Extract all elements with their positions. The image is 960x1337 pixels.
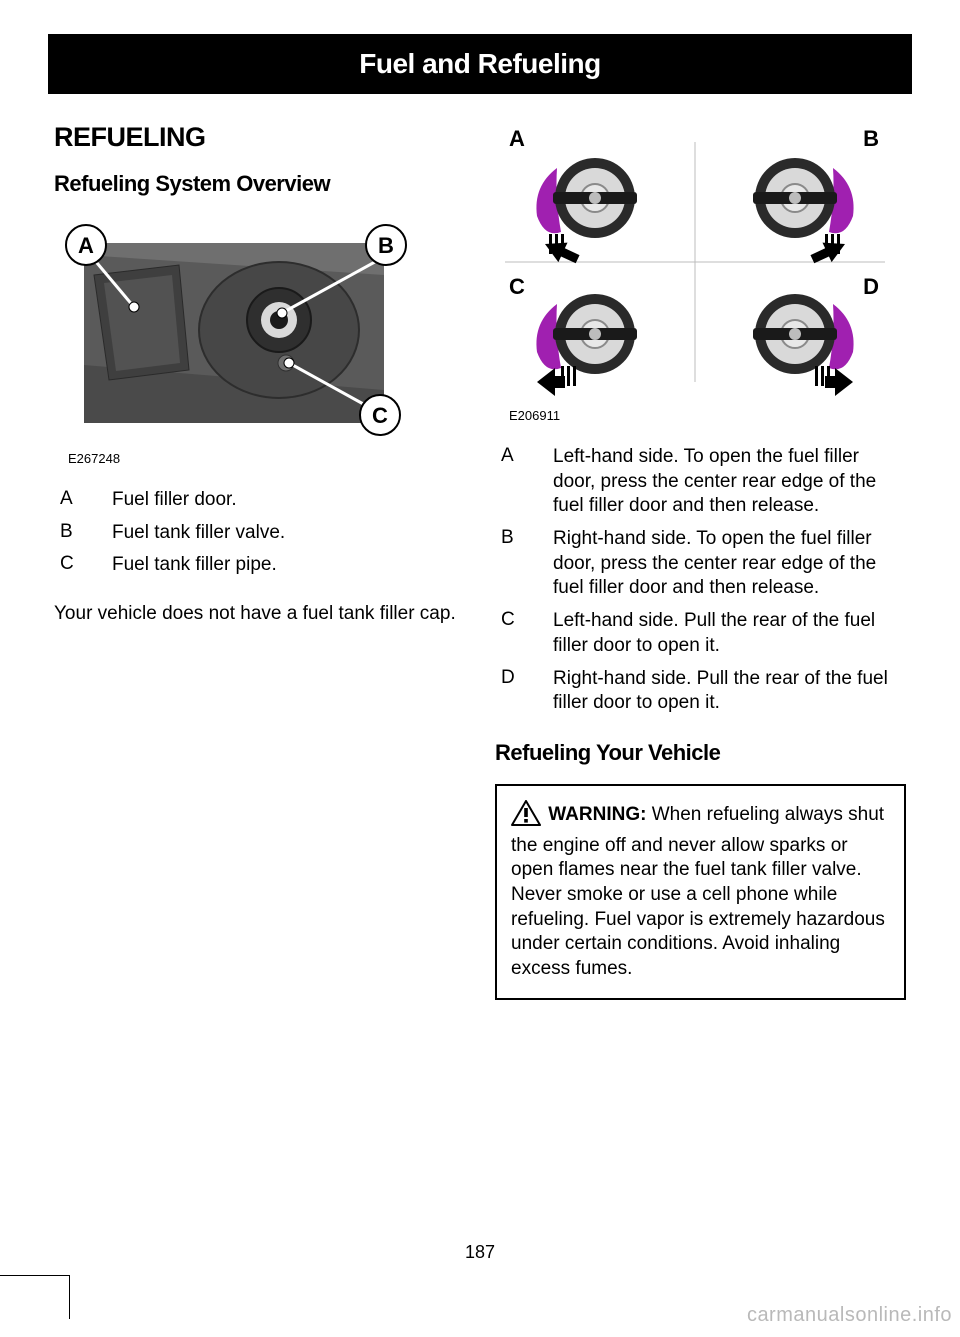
warning-text: WARNING: When refueling always shut the … xyxy=(511,800,890,982)
legend-row: C Fuel tank filler pipe. xyxy=(54,549,465,582)
legend-list-1: A Fuel filler door. B Fuel tank filler v… xyxy=(54,484,465,582)
svg-text:B: B xyxy=(378,233,394,258)
legend-row: D Right-hand side. Pull the rear of the … xyxy=(495,663,906,720)
legend-key: A xyxy=(495,445,553,519)
legend-key: A xyxy=(54,488,112,513)
legend-text: Fuel tank filler valve. xyxy=(112,521,465,546)
right-column: A B C D xyxy=(495,122,906,1000)
warning-box: WARNING: When refueling always shut the … xyxy=(495,784,906,1000)
legend-text: Left-hand side. Pull the rear of the fue… xyxy=(553,609,906,658)
section-heading: REFUELING xyxy=(54,122,465,153)
legend-list-2: A Left-hand side. To open the fuel fille… xyxy=(495,441,906,720)
watermark: carmanualsonline.info xyxy=(747,1304,952,1327)
svg-text:D: D xyxy=(863,274,879,299)
legend-key: D xyxy=(495,667,553,716)
svg-text:A: A xyxy=(509,126,525,151)
legend-text: Fuel filler door. xyxy=(112,488,465,513)
legend-row: C Left-hand side. Pull the rear of the f… xyxy=(495,605,906,662)
two-column-layout: REFUELING Refueling System Overview xyxy=(54,122,906,1000)
warning-icon xyxy=(511,800,541,834)
legend-row: A Left-hand side. To open the fuel fille… xyxy=(495,441,906,523)
chapter-header: Fuel and Refueling xyxy=(48,34,912,94)
figure-fuel-door: A B C xyxy=(54,215,465,445)
legend-row: B Fuel tank filler valve. xyxy=(54,517,465,550)
figure-door-open-steps: A B C D xyxy=(495,122,906,402)
legend-text: Right-hand side. To open the fuel filler… xyxy=(553,527,906,601)
subsection-heading: Refueling System Overview xyxy=(54,171,465,197)
legend-row: B Right-hand side. To open the fuel fill… xyxy=(495,523,906,605)
subsection-heading: Refueling Your Vehicle xyxy=(495,740,906,766)
legend-key: B xyxy=(495,527,553,601)
body-paragraph: Your vehicle does not have a fuel tank f… xyxy=(54,602,465,627)
legend-text: Fuel tank filler pipe. xyxy=(112,553,465,578)
svg-text:C: C xyxy=(372,403,388,428)
left-column: REFUELING Refueling System Overview xyxy=(54,122,465,1000)
legend-key: C xyxy=(54,553,112,578)
legend-key: B xyxy=(54,521,112,546)
legend-row: A Fuel filler door. xyxy=(54,484,465,517)
warning-body: When refueling always shut the engine of… xyxy=(511,804,885,979)
figure-id: E267248 xyxy=(68,451,465,466)
svg-text:B: B xyxy=(863,126,879,151)
svg-text:A: A xyxy=(78,233,94,258)
warning-label: WARNING: xyxy=(548,804,646,825)
legend-text: Right-hand side. Pull the rear of the fu… xyxy=(553,667,906,716)
legend-key: C xyxy=(495,609,553,658)
svg-text:C: C xyxy=(509,274,525,299)
spine-mark xyxy=(0,1275,70,1319)
figure-id: E206911 xyxy=(509,408,906,423)
page-number: 187 xyxy=(0,1242,960,1263)
page: Fuel and Refueling REFUELING Refueling S… xyxy=(0,0,960,1337)
legend-text: Left-hand side. To open the fuel filler … xyxy=(553,445,906,519)
